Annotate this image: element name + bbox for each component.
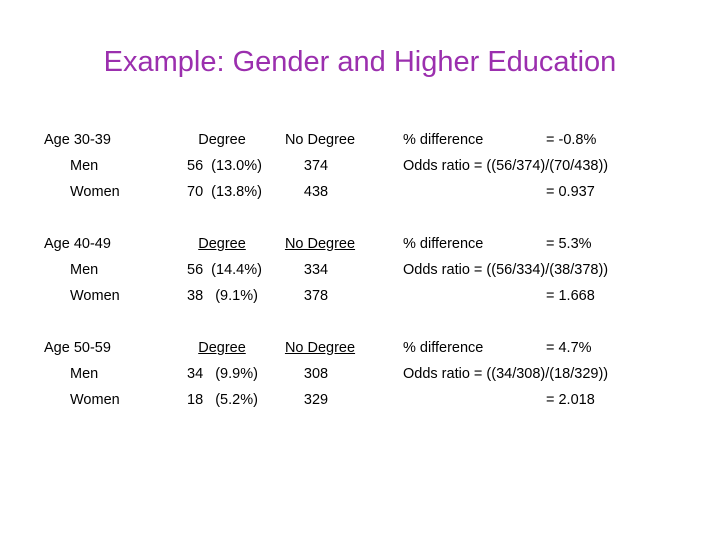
group-label: Age 30-39 [44,132,111,148]
column-header: Degree [198,132,246,148]
no-degree-cell: 374 [303,158,329,174]
column-header: Degree [198,236,246,252]
degree-cell: 56 (13.0%) [187,158,262,174]
row-label: Women [70,184,120,200]
difference-value: = 4.7% [546,340,592,356]
row-label: Women [70,392,120,408]
odds-value: = 1.668 [546,288,595,304]
row-label: Men [70,158,99,174]
difference-value: = 5.3% [546,236,592,252]
column-header: No Degree [284,340,356,356]
slide-title: Example: Gender and Higher Education [103,46,617,78]
odds-value: = 2.018 [546,392,595,408]
no-degree-cell: 378 [303,288,329,304]
no-degree-cell: 329 [303,392,329,408]
no-degree-cell: 334 [303,262,329,278]
row-label: Men [70,366,99,382]
difference-label: % difference [403,340,484,356]
degree-cell: 18 (5.2%) [187,392,258,408]
odds-ratio: Odds ratio = ((34/308)/(18/329)) [403,366,609,382]
difference-label: % difference [403,236,484,252]
degree-cell: 56 (14.4%) [187,262,262,278]
degree-cell: 70 (13.8%) [187,184,262,200]
degree-cell: 34 (9.9%) [187,366,258,382]
odds-value: = 0.937 [546,184,595,200]
column-header: No Degree [284,132,356,148]
group-label: Age 40-49 [44,236,111,252]
column-header: Degree [198,340,246,356]
difference-label: % difference [403,132,484,148]
column-header: No Degree [284,236,356,252]
degree-cell: 38 (9.1%) [187,288,258,304]
row-label: Women [70,288,120,304]
odds-ratio: Odds ratio = ((56/334)/(38/378)) [403,262,609,278]
no-degree-cell: 438 [303,184,329,200]
group-label: Age 50-59 [44,340,111,356]
no-degree-cell: 308 [303,366,329,382]
difference-value: = -0.8% [546,132,597,148]
odds-ratio: Odds ratio = ((56/374)/(70/438)) [403,158,609,174]
row-label: Men [70,262,99,278]
